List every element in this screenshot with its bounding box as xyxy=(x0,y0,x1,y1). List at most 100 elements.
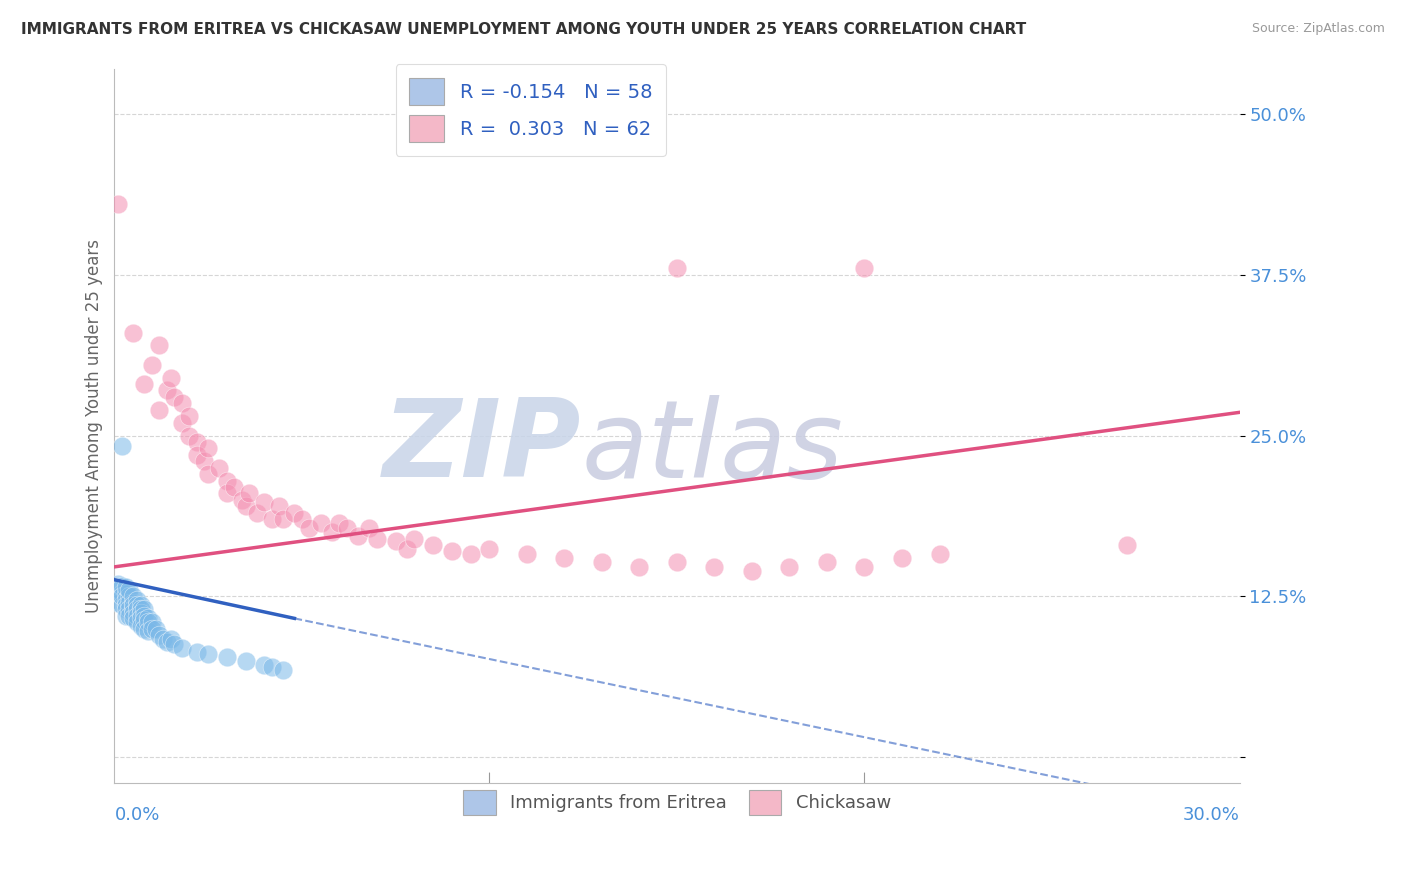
Point xyxy=(125,608,148,623)
Text: 30.0%: 30.0% xyxy=(1182,806,1240,824)
Point xyxy=(478,541,501,556)
Point xyxy=(118,608,141,623)
Point xyxy=(321,525,343,540)
Point xyxy=(179,428,201,442)
Point xyxy=(125,593,148,607)
Point xyxy=(111,585,134,599)
Point xyxy=(208,460,231,475)
Point xyxy=(422,538,444,552)
Point xyxy=(395,541,418,556)
Point xyxy=(122,596,145,610)
Point xyxy=(891,550,914,565)
Point xyxy=(129,599,152,613)
Point xyxy=(134,622,156,636)
Text: atlas: atlas xyxy=(581,395,844,500)
Point xyxy=(148,338,170,352)
Point xyxy=(111,439,134,453)
Point xyxy=(163,637,186,651)
Point xyxy=(111,599,134,613)
Point xyxy=(107,576,129,591)
Point xyxy=(122,611,145,625)
Point xyxy=(928,547,950,561)
Point xyxy=(404,532,426,546)
Point xyxy=(156,384,179,398)
Text: IMMIGRANTS FROM ERITREA VS CHICKASAW UNEMPLOYMENT AMONG YOUTH UNDER 25 YEARS COR: IMMIGRANTS FROM ERITREA VS CHICKASAW UNE… xyxy=(21,22,1026,37)
Point xyxy=(163,390,186,404)
Point xyxy=(114,599,136,613)
Point xyxy=(122,602,145,616)
Point xyxy=(235,654,257,668)
Point xyxy=(114,593,136,607)
Point xyxy=(291,512,314,526)
Point xyxy=(107,196,129,211)
Point xyxy=(141,622,163,636)
Point xyxy=(159,370,181,384)
Point xyxy=(122,326,145,340)
Point xyxy=(366,532,388,546)
Point xyxy=(235,500,257,514)
Point xyxy=(107,582,129,597)
Point xyxy=(853,261,876,276)
Point xyxy=(628,560,651,574)
Point xyxy=(125,602,148,616)
Point xyxy=(134,377,156,392)
Point xyxy=(779,560,801,574)
Point xyxy=(328,516,350,530)
Point xyxy=(129,611,152,625)
Point xyxy=(136,611,159,625)
Point xyxy=(271,512,294,526)
Point xyxy=(215,474,238,488)
Point xyxy=(134,602,156,616)
Point xyxy=(253,657,276,672)
Point xyxy=(136,615,159,630)
Text: ZIP: ZIP xyxy=(382,394,581,500)
Point xyxy=(260,660,283,674)
Point xyxy=(238,486,260,500)
Point xyxy=(815,555,838,569)
Point xyxy=(665,261,688,276)
Point xyxy=(1116,538,1139,552)
Point xyxy=(118,602,141,616)
Point xyxy=(260,512,283,526)
Point xyxy=(148,402,170,417)
Point xyxy=(591,555,613,569)
Point xyxy=(384,534,406,549)
Point xyxy=(283,506,305,520)
Point xyxy=(193,454,215,468)
Point xyxy=(179,409,201,424)
Point xyxy=(246,506,269,520)
Point xyxy=(114,581,136,595)
Point xyxy=(460,547,482,561)
Point xyxy=(516,547,538,561)
Point xyxy=(129,606,152,620)
Point xyxy=(152,632,174,646)
Point xyxy=(853,560,876,574)
Point xyxy=(309,516,332,530)
Point xyxy=(111,579,134,593)
Point xyxy=(665,555,688,569)
Point xyxy=(122,606,145,620)
Point xyxy=(215,486,238,500)
Point xyxy=(134,613,156,627)
Point xyxy=(129,619,152,633)
Point xyxy=(156,634,179,648)
Text: 0.0%: 0.0% xyxy=(114,806,160,824)
Point xyxy=(114,608,136,623)
Point xyxy=(269,500,291,514)
Point xyxy=(359,521,381,535)
Point xyxy=(440,544,463,558)
Point xyxy=(271,663,294,677)
Point xyxy=(197,648,219,662)
Point xyxy=(186,645,208,659)
Point xyxy=(145,622,167,636)
Point xyxy=(336,521,359,535)
Point xyxy=(118,582,141,597)
Point xyxy=(125,599,148,613)
Point xyxy=(148,628,170,642)
Text: Source: ZipAtlas.com: Source: ZipAtlas.com xyxy=(1251,22,1385,36)
Point xyxy=(122,599,145,613)
Point xyxy=(170,416,193,430)
Point xyxy=(125,615,148,630)
Point xyxy=(741,564,763,578)
Point xyxy=(122,590,145,604)
